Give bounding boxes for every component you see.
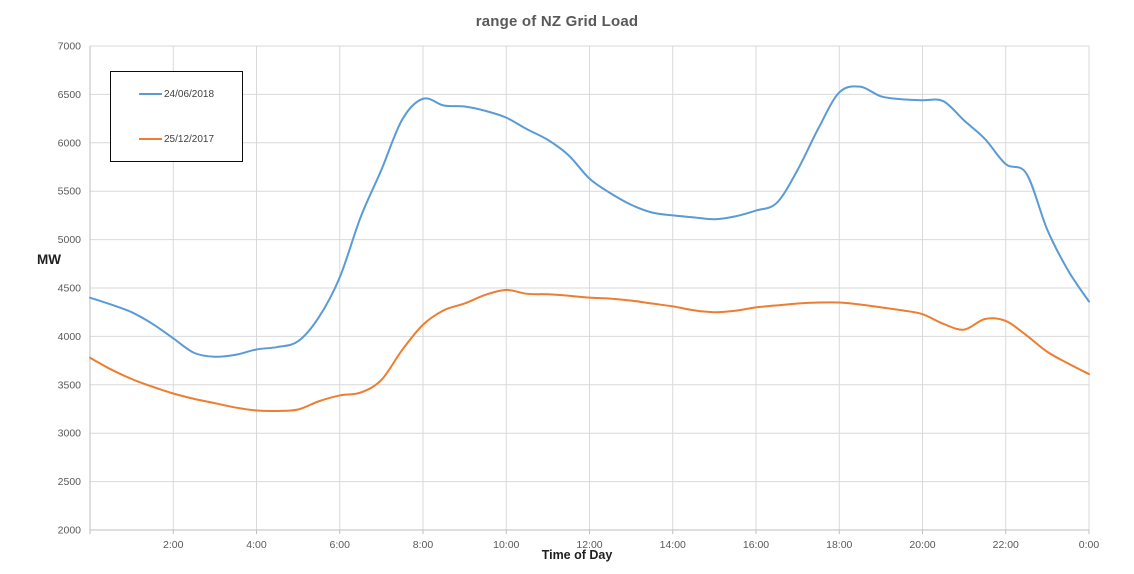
y-tick-label: 5500 [58,186,82,198]
y-tick-label: 5000 [58,234,82,246]
legend-label: 24/06/2018 [164,88,215,100]
legend-entry: 24/06/2018 [111,84,242,104]
x-tick-label: 0:00 [1079,539,1100,551]
legend-line-swatch [139,93,162,95]
y-tick-label: 4000 [58,331,82,343]
x-tick-label: 12:00 [576,539,602,551]
legend-entry: 25/12/2017 [111,129,242,149]
legend-line-swatch [139,138,162,140]
y-tick-label: 7000 [58,41,82,53]
legend: 24/06/2018 25/12/2017 [110,71,243,162]
series-line-25-12-2017 [89,288,1090,413]
y-axis-title: MW [37,252,61,267]
y-tick-label: 3000 [58,428,82,440]
y-tick-label: 6500 [58,89,82,101]
y-tick-label: 3500 [58,379,82,391]
x-tick-label: 2:00 [163,539,184,551]
x-tick-label: 22:00 [993,539,1019,551]
x-axis-title: Time of Day [541,548,613,562]
x-tick-label: 20:00 [909,539,935,551]
y-tick-label: 2500 [58,476,82,488]
y-tick-label: 6000 [58,137,82,149]
y-tick-label: 2000 [58,525,82,537]
x-tick-label: 4:00 [246,539,267,551]
x-tick-label: 18:00 [826,539,852,551]
x-tick-label: 16:00 [743,539,769,551]
legend-label: 25/12/2017 [164,133,215,145]
series-line-24-06-2018 [89,85,1090,358]
chart-title: range of NZ Grid Load [475,13,639,30]
x-tick-label: 6:00 [330,539,351,551]
x-tick-label: 14:00 [660,539,686,551]
x-tick-label: 10:00 [493,539,519,551]
y-tick-label: 4500 [58,283,82,295]
x-tick-label: 8:00 [413,539,434,551]
